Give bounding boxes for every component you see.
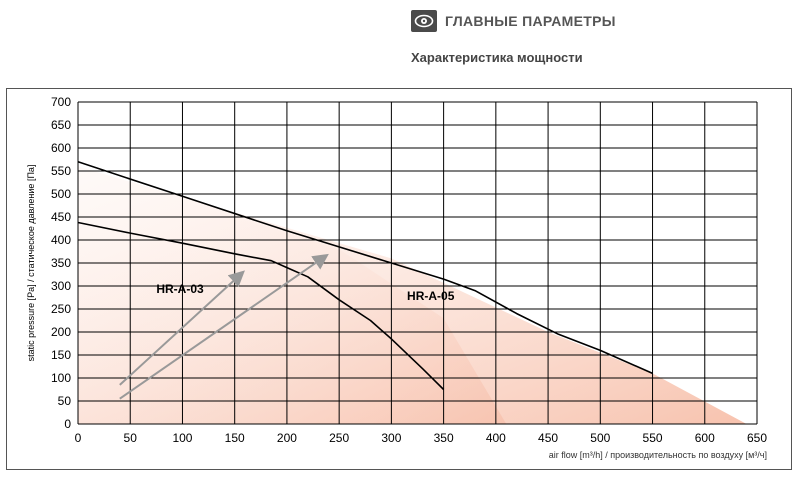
curve-label-hr-a-05: HR-A-05 [407, 289, 455, 303]
y-tick-label-12: 600 [51, 141, 71, 155]
x-tick-label-7: 350 [434, 431, 454, 445]
x-tick-label-5: 250 [329, 431, 349, 445]
curve-label-hr-a-03: HR-A-03 [156, 282, 204, 296]
x-tick-label-12: 600 [695, 431, 715, 445]
y-tick-label-3: 150 [51, 348, 71, 362]
x-tick-label-6: 300 [381, 431, 401, 445]
y-tick-label-14: 700 [51, 95, 71, 109]
x-tick-label-0: 0 [75, 431, 82, 445]
curve-series-2 [77, 161, 653, 375]
x-tick-label-13: 650 [747, 431, 767, 445]
y-tick-label-2: 100 [51, 371, 71, 385]
y-tick-label-1: 50 [58, 394, 72, 408]
x-tick-label-1: 50 [124, 431, 138, 445]
y-tick-label-6: 300 [51, 279, 71, 293]
curve-series-1 [77, 221, 445, 391]
y-tick-label-11: 550 [51, 164, 71, 178]
x-tick-label-10: 500 [590, 431, 610, 445]
y-tick-label-5: 250 [51, 302, 71, 316]
x-tick-label-3: 150 [225, 431, 245, 445]
x-tick-label-4: 200 [277, 431, 297, 445]
arrow-2 [119, 253, 329, 400]
y-tick-label-8: 400 [51, 233, 71, 247]
arrow-1 [119, 270, 245, 386]
x-tick-label-11: 550 [643, 431, 663, 445]
eye-icon [411, 10, 437, 32]
chart-frame [6, 88, 792, 470]
x-tick-label-2: 100 [172, 431, 192, 445]
y-tick-label-13: 650 [51, 118, 71, 132]
x-axis-label: air flow [m³/h] / производительность по … [549, 450, 767, 460]
y-tick-label-9: 450 [51, 210, 71, 224]
y-tick-label-7: 350 [51, 256, 71, 270]
y-tick-label-0: 0 [64, 417, 71, 431]
section-title: ГЛАВНЫЕ ПАРАМЕТРЫ [445, 13, 616, 29]
y-axis-label: static pressure [Pa] / статическое давле… [26, 165, 36, 362]
x-tick-label-8: 400 [486, 431, 506, 445]
y-tick-label-10: 500 [51, 187, 71, 201]
chart-subtitle: Характеристика мощности [411, 50, 583, 65]
fill-area-1 [78, 171, 507, 424]
x-tick-label-9: 450 [538, 431, 558, 445]
y-tick-label-4: 200 [51, 325, 71, 339]
section-header: ГЛАВНЫЕ ПАРАМЕТРЫ [411, 10, 616, 32]
